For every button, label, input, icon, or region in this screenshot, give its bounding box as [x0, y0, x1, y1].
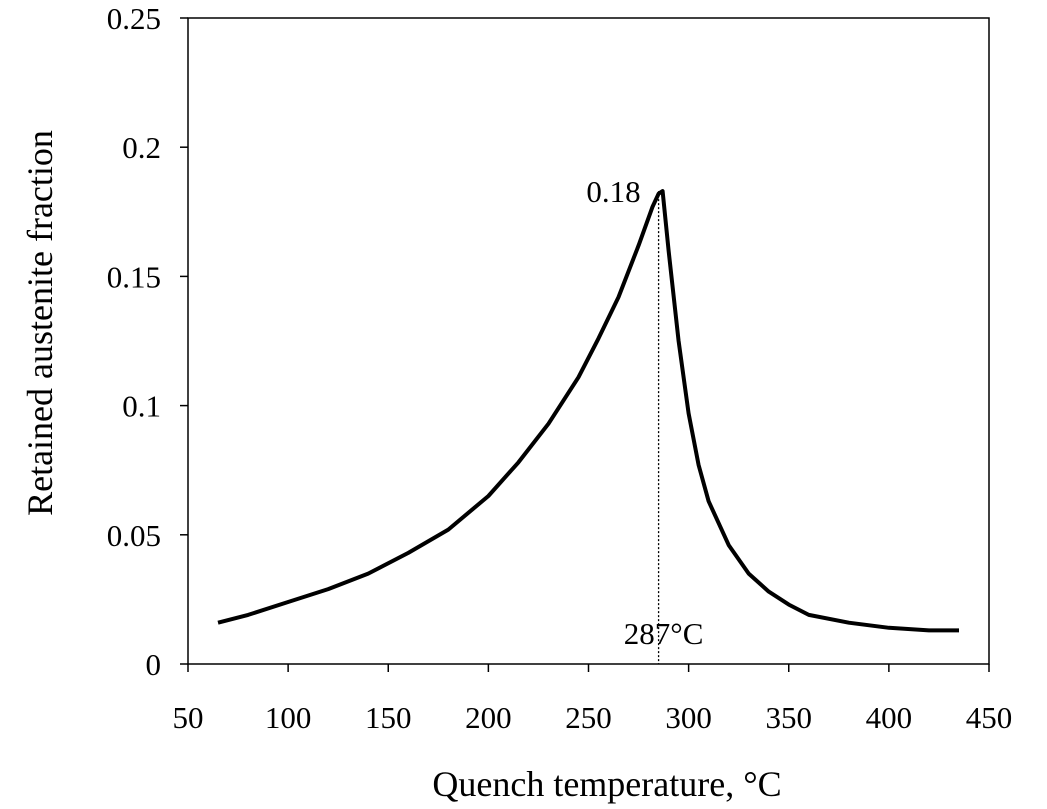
x-tick-label: 400 — [866, 700, 913, 735]
series-line — [217, 189, 959, 633]
y-tick-label: 0.05 — [107, 518, 161, 553]
peak-temperature-label: 287°C — [624, 616, 704, 651]
x-tick-label: 250 — [565, 700, 612, 735]
y-tick-label: 0.25 — [107, 1, 161, 36]
y-tick-label: 0.1 — [122, 389, 161, 424]
x-tick-label: 450 — [966, 700, 1013, 735]
x-tick-label: 300 — [665, 700, 712, 735]
plot-area — [187, 17, 990, 665]
x-tick-label: 100 — [265, 700, 312, 735]
x-tick-label: 150 — [365, 700, 412, 735]
x-tick-label: 350 — [766, 700, 813, 735]
y-tick-label: 0.2 — [122, 130, 161, 165]
x-tick-label: 50 — [173, 700, 204, 735]
x-axis-title: Quench temperature, °C — [432, 764, 781, 804]
y-tick-label: 0 — [146, 647, 162, 682]
x-tick-label: 200 — [465, 700, 512, 735]
peak-value-label: 0.18 — [586, 174, 640, 209]
y-axis-title: Retained austenite fraction — [20, 130, 60, 516]
y-tick-label: 0.15 — [107, 259, 161, 294]
